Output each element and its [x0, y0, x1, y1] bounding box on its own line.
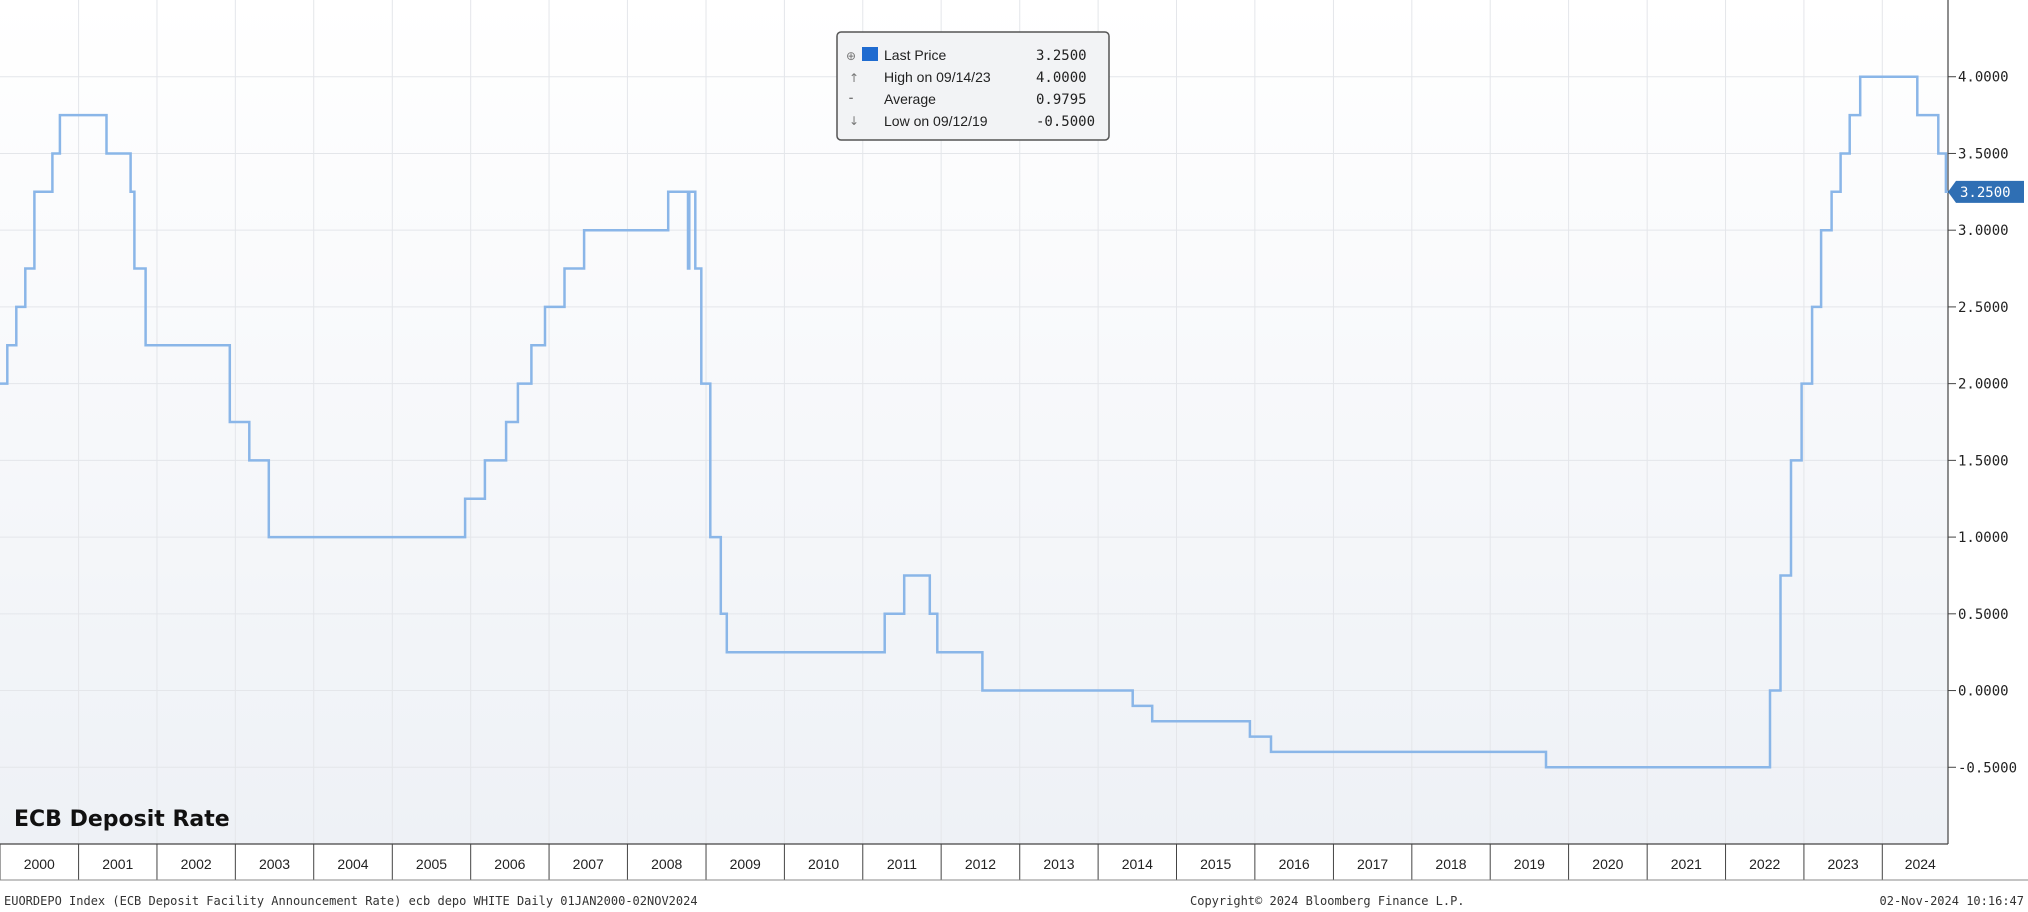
legend-label-last: Last Price [884, 47, 946, 63]
y-tick-label: 1.5000 [1958, 453, 2009, 469]
x-tick-label: 2007 [573, 856, 604, 872]
x-tick-label: 2015 [1200, 856, 1231, 872]
y-tick-label: 1.0000 [1958, 530, 2009, 546]
chart-title: ECB Deposit Rate [14, 807, 230, 832]
legend-value-last: 3.2500 [1036, 48, 1087, 64]
y-tick-label: 2.5000 [1958, 300, 2009, 316]
x-tick-label: 2004 [337, 856, 368, 872]
footer-source: EUORDEPO Index (ECB Deposit Facility Ann… [4, 894, 698, 908]
legend[interactable]: ⊕ ↑ ⁃ ↓ Last Price 3.2500 High on 09/14/… [836, 31, 1110, 141]
x-tick-label: 2009 [730, 856, 761, 872]
x-tick-label: 2021 [1671, 856, 1702, 872]
y-tick-label: 3.5000 [1958, 146, 2009, 162]
legend-box [836, 31, 1110, 141]
x-tick-label: 2001 [102, 856, 133, 872]
x-tick-label: 2010 [808, 856, 839, 872]
x-tick-label: 2014 [1122, 856, 1153, 872]
x-tick-label: 2018 [1435, 856, 1466, 872]
legend-value-average: 0.9795 [1036, 92, 1087, 108]
y-tick-label: 4.0000 [1958, 70, 2009, 86]
legend-label-average: Average [884, 91, 936, 107]
x-tick-label: 2002 [181, 856, 212, 872]
x-tick-label: 2016 [1279, 856, 1310, 872]
legend-label-high: High on 09/14/23 [884, 69, 991, 85]
average-icon: ⁃ [848, 92, 854, 106]
y-tick-label: 0.0000 [1958, 684, 2009, 700]
x-axis: 2000 2001 2002 2003 2004 2005 2006 2007 2008 2009… [0, 843, 2028, 881]
series-line [0, 75, 1948, 769]
x-tick-label: 2005 [416, 856, 447, 872]
y-axis: -0.5000 0.0000 0.5000 1.0000 1.5000 2.0000 2.5… [1947, 0, 2017, 844]
y-tick-label: -0.5000 [1958, 760, 2017, 776]
x-tick-label: 2011 [887, 856, 917, 872]
x-tick-label: 2020 [1592, 856, 1623, 872]
legend-label-low: Low on 09/12/19 [884, 113, 988, 129]
x-tick-label: 2024 [1905, 856, 1936, 872]
x-tick-label: 2000 [24, 856, 55, 872]
x-tick-label: 2013 [1043, 856, 1074, 872]
x-tick-label: 2003 [259, 856, 290, 872]
footer-copyright: Copyright© 2024 Bloomberg Finance L.P. [1190, 894, 1465, 908]
last-value-label: 3.2500 [1960, 185, 2011, 201]
low-arrow-icon: ↓ [849, 114, 859, 128]
x-tick-label: 2008 [651, 856, 682, 872]
pin-icon: ⊕ [846, 49, 856, 63]
y-tick-label: 2.0000 [1958, 377, 2009, 393]
x-tick-label: 2023 [1828, 856, 1859, 872]
last-value-marker: 3.2500 [1948, 180, 2024, 203]
last-value-tag [1948, 180, 2024, 203]
legend-swatch [862, 47, 878, 61]
high-arrow-icon: ↑ [849, 71, 859, 85]
x-tick-label: 2006 [494, 856, 525, 872]
y-tick-label: 0.5000 [1958, 607, 2009, 623]
legend-value-high: 4.0000 [1036, 70, 1087, 86]
x-tick-label: 2022 [1749, 856, 1780, 872]
legend-value-low: -0.5000 [1036, 114, 1095, 130]
footer-timestamp: 02-Nov-2024 10:16:47 [1880, 894, 2025, 908]
x-tick-label: 2019 [1514, 856, 1545, 872]
x-tick-label: 2017 [1357, 856, 1388, 872]
x-tick-label: 2012 [965, 856, 996, 872]
y-tick-label: 3.0000 [1958, 223, 2009, 239]
